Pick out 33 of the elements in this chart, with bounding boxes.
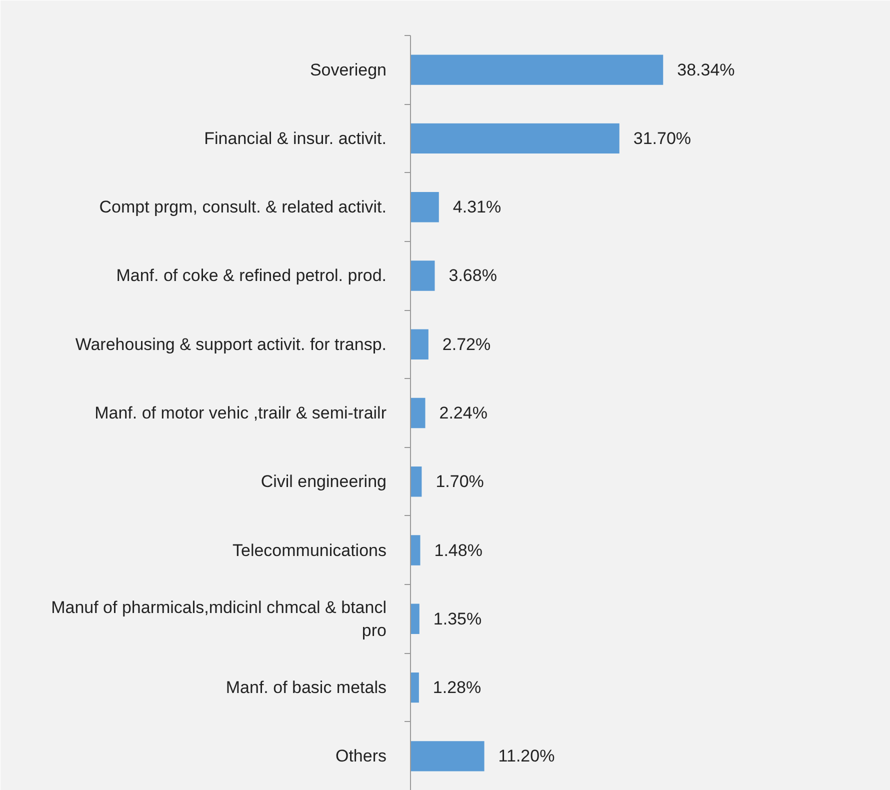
y-tick-label: Civil engineering (260, 472, 387, 492)
data-label: 2.72% (442, 334, 491, 354)
y-tick-label: Soveriegn (310, 60, 387, 80)
bar (410, 466, 422, 497)
data-label: 38.34% (677, 60, 735, 80)
data-label: 1.70% (436, 472, 484, 492)
data-label: 1.48% (434, 540, 482, 560)
bar (410, 604, 420, 634)
bar (410, 123, 620, 154)
bar (410, 535, 420, 566)
y-tick-label: Manf. of motor vehic ,trailr & semi-trailr (94, 404, 387, 422)
data-label: 2.24% (439, 404, 488, 422)
data-label: 31.70% (633, 128, 692, 148)
y-tick-label: Others (335, 746, 387, 766)
bar (410, 192, 439, 222)
bar (410, 741, 484, 772)
y-tick-label: Warehousing & support activit. for transp. (75, 334, 387, 354)
bar (410, 260, 435, 291)
y-tick-label: Financial & insur. activit. (204, 128, 387, 148)
data-label: 4.31% (452, 198, 502, 217)
y-tick-label: Manuf of pharmicals,mdicinl chmcal & btancl pro (51, 598, 387, 640)
y-tick-label: Telecommunications (232, 540, 387, 560)
bar (410, 672, 419, 703)
bar (410, 329, 428, 360)
data-label: 1.28% (432, 678, 482, 698)
data-label: 3.68% (448, 266, 497, 286)
data-label: 11.20% (498, 746, 555, 766)
bar (410, 54, 664, 85)
y-tick-label: Compt prgm, consult. & related activit. (99, 198, 387, 217)
y-tick-label: Manf. of basic metals (226, 678, 387, 698)
bar (410, 398, 426, 428)
data-label: 1.35% (433, 609, 482, 628)
y-tick-label: Manf. of coke & refined petrol. prod. (116, 266, 387, 286)
